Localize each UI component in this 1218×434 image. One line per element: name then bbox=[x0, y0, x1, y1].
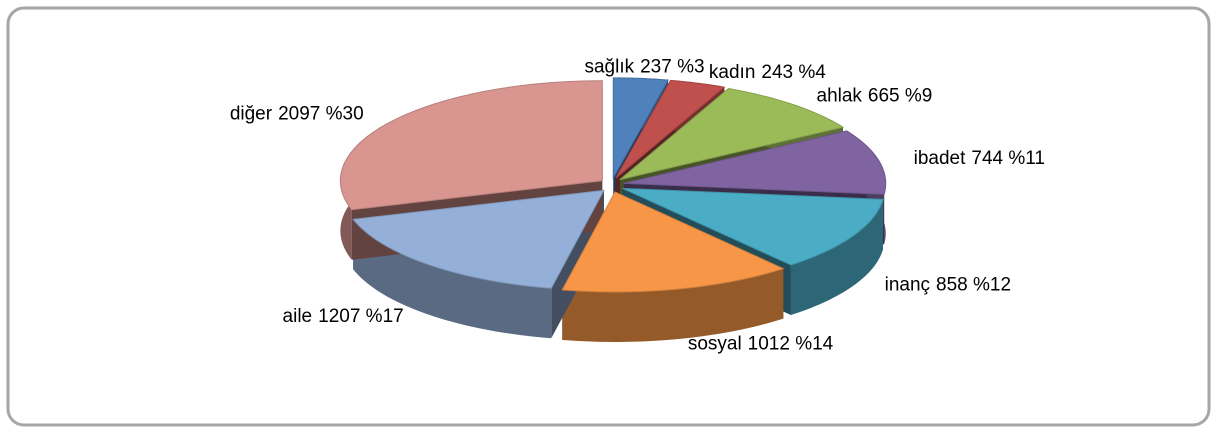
slice bbox=[615, 79, 726, 179]
category-label: ahlak bbox=[817, 86, 863, 107]
data-label: sosyal 1012 %14 bbox=[688, 333, 834, 354]
data-label: ibadet 744 %11 bbox=[914, 148, 1045, 169]
category-label: aile bbox=[283, 306, 313, 327]
slice bbox=[612, 77, 669, 180]
slice bbox=[622, 187, 884, 266]
value-label: 237 %3 bbox=[640, 57, 704, 78]
category-label: sosyal bbox=[688, 333, 742, 354]
value-label: 665 %9 bbox=[868, 86, 932, 107]
data-label: diğer 2097 %30 bbox=[230, 104, 364, 125]
value-label: 2097 %30 bbox=[278, 104, 364, 125]
category-label: inanç bbox=[885, 275, 930, 296]
slice-side bbox=[353, 219, 552, 339]
data-label: aile 1207 %17 bbox=[283, 306, 404, 327]
value-label: 744 %11 bbox=[971, 148, 1045, 169]
data-label: sağlık 237 %3 bbox=[584, 57, 704, 78]
value-label: 1207 %17 bbox=[318, 306, 404, 327]
slice bbox=[619, 88, 845, 181]
value-label: 243 %4 bbox=[761, 62, 826, 83]
slice-side bbox=[562, 268, 784, 342]
data-label: inanç 858 %12 bbox=[885, 275, 1011, 296]
slice-side bbox=[790, 199, 884, 316]
category-label: sağlık bbox=[584, 57, 634, 78]
slice bbox=[339, 80, 603, 211]
slice bbox=[623, 130, 887, 195]
category-label: ibadet bbox=[914, 148, 966, 169]
slice bbox=[561, 191, 785, 293]
value-label: 858 %12 bbox=[936, 275, 1011, 296]
slice bbox=[352, 189, 605, 289]
data-label: ahlak 665 %9 bbox=[817, 86, 933, 107]
data-label: kadın 243 %4 bbox=[709, 62, 826, 83]
value-label: 1012 %14 bbox=[748, 333, 834, 354]
category-label: diğer bbox=[230, 104, 273, 125]
category-label: kadın bbox=[709, 62, 755, 83]
